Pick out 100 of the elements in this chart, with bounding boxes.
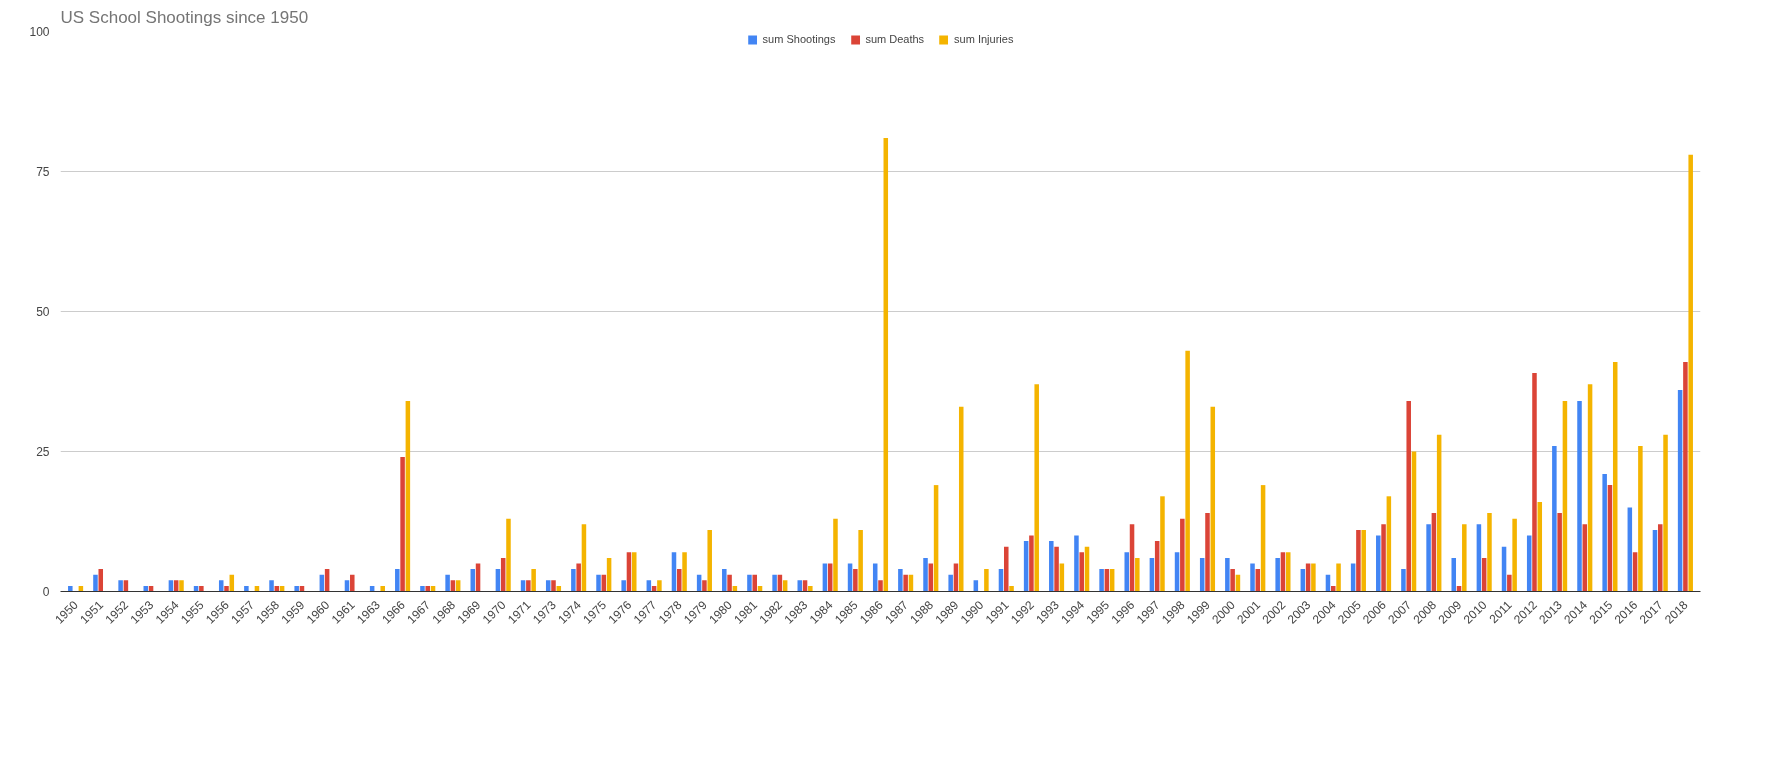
bar [747, 574, 752, 592]
legend-label: sum Injuries [954, 33, 1014, 45]
bar [1602, 473, 1607, 592]
bar [631, 552, 637, 592]
bar [506, 518, 511, 592]
bar [1336, 563, 1341, 592]
y-tick-label: 75 [36, 165, 50, 179]
bar [445, 574, 450, 592]
bar [702, 580, 707, 592]
bar [1160, 496, 1165, 592]
bar [797, 580, 803, 592]
bar [380, 585, 385, 592]
bar [1462, 524, 1467, 592]
y-tick-label: 0 [42, 585, 50, 599]
bar [772, 574, 777, 592]
bar [858, 529, 863, 592]
bar [1376, 535, 1381, 592]
bar [752, 574, 757, 592]
bar [350, 574, 355, 592]
bar [1532, 373, 1537, 592]
bar [1074, 535, 1079, 592]
bar [1451, 557, 1457, 592]
bar [727, 574, 732, 592]
bar [621, 580, 626, 592]
bar [1638, 445, 1643, 592]
bar [1225, 557, 1230, 592]
bar [576, 563, 581, 592]
bar [1311, 563, 1316, 592]
bar [1512, 518, 1517, 592]
bar [1250, 563, 1255, 592]
bar [1135, 557, 1140, 592]
bar [1683, 361, 1688, 592]
bar [420, 585, 425, 592]
bar [526, 580, 531, 592]
bar [98, 569, 104, 592]
bar [68, 585, 73, 592]
bar [1205, 513, 1210, 592]
bar [958, 406, 964, 592]
bar [425, 585, 430, 592]
bar [853, 569, 858, 592]
bar [1034, 384, 1039, 592]
bar [1577, 401, 1582, 592]
bar [269, 580, 274, 592]
bar [1185, 350, 1190, 592]
bar [833, 518, 838, 592]
bar [1285, 552, 1291, 592]
bar [948, 574, 953, 592]
bar [1663, 434, 1668, 592]
bar [1099, 569, 1104, 592]
bar [1426, 524, 1431, 592]
bar [1552, 445, 1557, 592]
bar [657, 580, 662, 592]
bar [1688, 154, 1693, 592]
bar [118, 580, 123, 592]
bar [1331, 585, 1336, 592]
bar [1557, 513, 1562, 592]
bar [898, 569, 903, 592]
bar [923, 557, 928, 592]
chart-title: US School Shootings since 1950 [60, 7, 309, 27]
bar [294, 585, 299, 592]
bar [1124, 552, 1130, 592]
bar [199, 585, 204, 592]
bar [682, 552, 687, 592]
bar [551, 580, 556, 592]
bar [1180, 518, 1185, 592]
bar [1079, 552, 1084, 592]
y-tick-label: 25 [36, 445, 50, 459]
bar [1406, 401, 1411, 592]
bar [1507, 574, 1512, 592]
bar [93, 574, 98, 592]
legend-label: sum Deaths [865, 33, 925, 45]
bar [179, 580, 184, 592]
bar [1361, 529, 1366, 592]
y-tick-label: 100 [29, 25, 50, 39]
bar [1029, 535, 1034, 592]
bar [531, 569, 536, 592]
bar [224, 585, 229, 592]
bar [1275, 557, 1280, 592]
bar [1004, 546, 1009, 592]
bar [1230, 569, 1235, 592]
bar [596, 574, 601, 592]
bar [400, 457, 405, 592]
y-tick-label: 50 [36, 305, 50, 319]
bar [878, 580, 883, 592]
bar [1049, 541, 1054, 592]
bar [984, 569, 989, 592]
bar [1381, 524, 1386, 592]
bar [903, 574, 908, 592]
bar [707, 529, 712, 592]
bar [722, 569, 727, 592]
legend-label: sum Shootings [762, 33, 836, 45]
bar [1657, 524, 1663, 592]
bar [1356, 529, 1361, 592]
bar [1054, 546, 1059, 592]
bar [1487, 513, 1492, 592]
bar [571, 569, 576, 592]
bar [244, 585, 249, 592]
bar [1009, 585, 1014, 592]
bar [395, 569, 400, 592]
bar [808, 585, 813, 592]
